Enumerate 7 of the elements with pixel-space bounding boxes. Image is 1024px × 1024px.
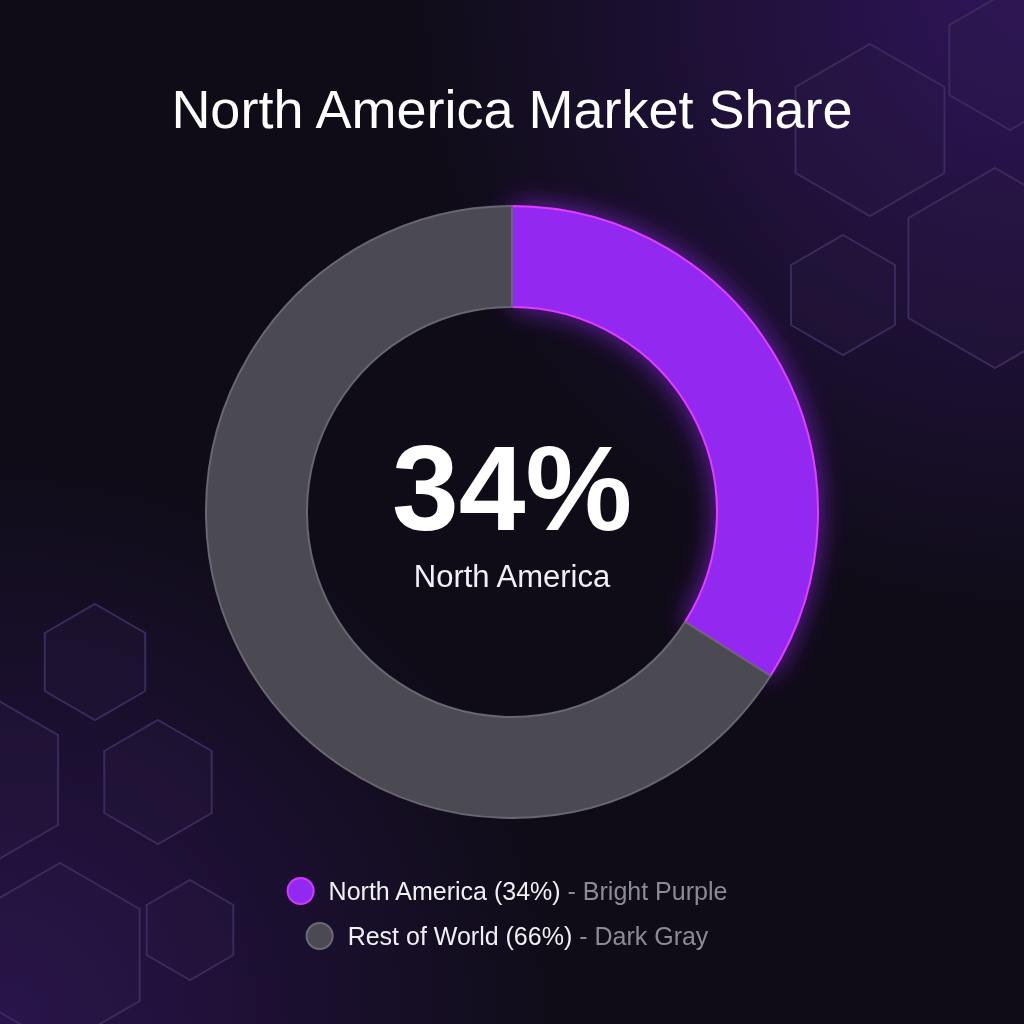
text: 34% (391, 421, 633, 555)
legend-label: Rest of World (66%) (347, 922, 573, 950)
text: North America (413, 559, 611, 594)
chart-title: North America Market Share (171, 79, 853, 139)
text: - Bright Purple (560, 877, 728, 905)
text: - Dark Gray (572, 922, 709, 950)
legend-label: North America (34%) (328, 877, 561, 905)
